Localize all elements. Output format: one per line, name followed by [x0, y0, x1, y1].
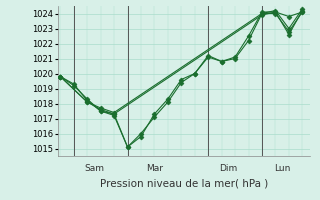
Text: Sam: Sam	[84, 164, 104, 173]
Text: Dim: Dim	[219, 164, 237, 173]
Text: Lun: Lun	[274, 164, 290, 173]
Text: Mar: Mar	[146, 164, 163, 173]
Text: Pression niveau de la mer( hPa ): Pression niveau de la mer( hPa )	[100, 178, 268, 188]
